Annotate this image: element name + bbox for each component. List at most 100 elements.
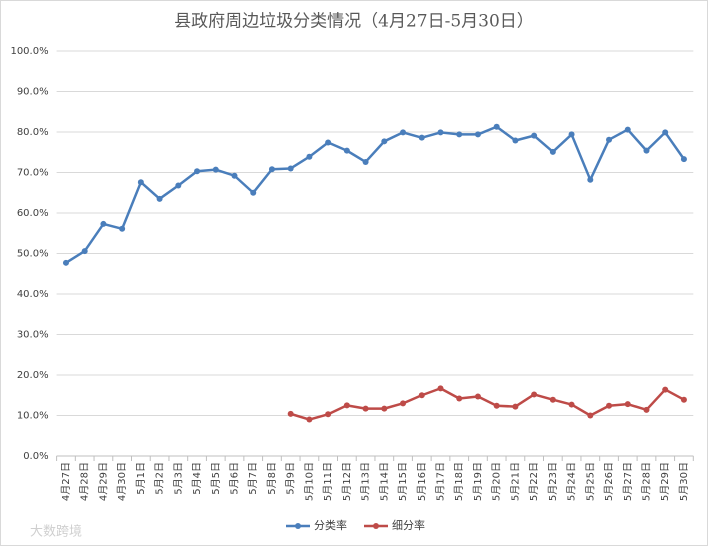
data-point — [400, 400, 407, 407]
x-tick-label: 5月5日 — [210, 462, 222, 495]
data-point — [643, 147, 650, 154]
data-point — [587, 176, 594, 183]
y-tick-label: 40.0% — [17, 289, 49, 300]
data-point — [343, 402, 350, 409]
data-point — [81, 248, 88, 255]
x-tick-label: 5月6日 — [229, 462, 241, 495]
y-tick-label: 0.0% — [23, 451, 48, 462]
x-tick-label: 5月24日 — [566, 462, 578, 501]
data-point — [306, 416, 313, 423]
data-point — [512, 403, 519, 410]
x-tick-label: 5月18日 — [453, 462, 465, 501]
x-tick-label: 5月2日 — [154, 462, 166, 495]
data-point — [662, 386, 669, 393]
y-tick-label: 20.0% — [17, 370, 49, 381]
data-point — [400, 129, 407, 136]
data-point — [325, 411, 332, 418]
y-tick-label: 70.0% — [17, 168, 49, 179]
x-tick-label: 5月15日 — [397, 462, 409, 501]
data-point — [606, 402, 613, 409]
data-point — [362, 158, 369, 165]
data-point — [662, 129, 669, 136]
y-tick-label: 10.0% — [17, 411, 49, 422]
data-point — [568, 401, 575, 408]
x-tick-label: 5月29日 — [659, 462, 671, 501]
data-point — [549, 148, 556, 155]
data-point — [493, 123, 500, 130]
x-tick-label: 5月28日 — [640, 462, 652, 501]
data-point — [680, 396, 687, 403]
data-point — [456, 131, 463, 138]
x-tick-label: 5月20日 — [491, 462, 503, 501]
legend-marker — [295, 523, 301, 529]
data-point — [549, 396, 556, 403]
y-tick-label: 90.0% — [17, 87, 49, 98]
x-tick-label: 5月21日 — [509, 462, 521, 501]
y-tick-label: 60.0% — [17, 208, 49, 219]
data-point — [175, 182, 182, 189]
series-line — [290, 387, 685, 421]
data-point — [250, 189, 257, 196]
legend-marker — [373, 523, 379, 529]
data-point — [156, 195, 163, 202]
x-tick-label: 5月3日 — [172, 462, 184, 495]
x-tick-label: 5月1日 — [135, 462, 147, 495]
x-tick-label: 5月8日 — [266, 462, 278, 495]
x-tick-label: 5月23日 — [547, 462, 559, 501]
data-point — [212, 166, 219, 173]
x-tick-label: 5月7日 — [247, 462, 259, 495]
x-tick-label: 5月19日 — [472, 462, 484, 501]
x-tick-label: 5月25日 — [584, 462, 596, 501]
x-tick-label: 5月30日 — [678, 462, 690, 501]
data-point — [381, 405, 388, 412]
data-point — [381, 138, 388, 145]
series-line — [65, 125, 685, 264]
data-point — [306, 153, 313, 160]
data-point — [456, 395, 463, 402]
legend-label: 分类率 — [314, 518, 347, 532]
y-tick-label: 50.0% — [17, 249, 49, 260]
data-point — [587, 412, 594, 419]
x-tick-label: 4月27日 — [60, 462, 72, 501]
data-point — [643, 406, 650, 413]
data-point — [474, 393, 481, 400]
data-point — [624, 401, 631, 408]
legend-label: 细分率 — [392, 518, 425, 532]
y-tick-label: 80.0% — [17, 127, 49, 138]
data-point — [362, 405, 369, 412]
data-point — [100, 220, 107, 227]
data-point — [680, 156, 687, 163]
data-point — [437, 385, 444, 392]
data-point — [137, 179, 144, 186]
data-point — [119, 225, 126, 232]
x-tick-label: 4月28日 — [79, 462, 91, 501]
x-tick-label: 5月22日 — [528, 462, 540, 501]
data-point — [624, 126, 631, 133]
x-tick-label: 5月11日 — [322, 462, 334, 501]
x-tick-label: 5月27日 — [622, 462, 634, 501]
data-point — [287, 165, 294, 172]
x-tick-label: 5月12日 — [341, 462, 353, 501]
x-tick-label: 5月26日 — [603, 462, 615, 501]
chart-title: 县政府周边垃圾分类情况（4月27日-5月30日） — [174, 12, 534, 32]
x-tick-label: 5月13日 — [360, 462, 372, 501]
data-point — [287, 410, 294, 417]
x-tick-label: 5月9日 — [285, 462, 297, 495]
x-tick-label: 5月14日 — [378, 462, 390, 501]
data-point — [437, 129, 444, 136]
x-tick-label: 4月29日 — [97, 462, 109, 501]
data-point — [568, 131, 575, 138]
data-point — [531, 132, 538, 139]
x-tick-label: 5月10日 — [303, 462, 315, 501]
watermark: 大数跨境 — [30, 525, 82, 540]
data-point — [512, 137, 519, 144]
x-tick-label: 5月4日 — [191, 462, 203, 495]
x-tick-label: 5月16日 — [416, 462, 428, 501]
data-point — [194, 168, 201, 175]
y-tick-label: 30.0% — [17, 330, 49, 341]
data-point — [418, 134, 425, 141]
data-point — [493, 402, 500, 409]
x-tick-label: 4月30日 — [116, 462, 128, 501]
data-point — [418, 392, 425, 399]
